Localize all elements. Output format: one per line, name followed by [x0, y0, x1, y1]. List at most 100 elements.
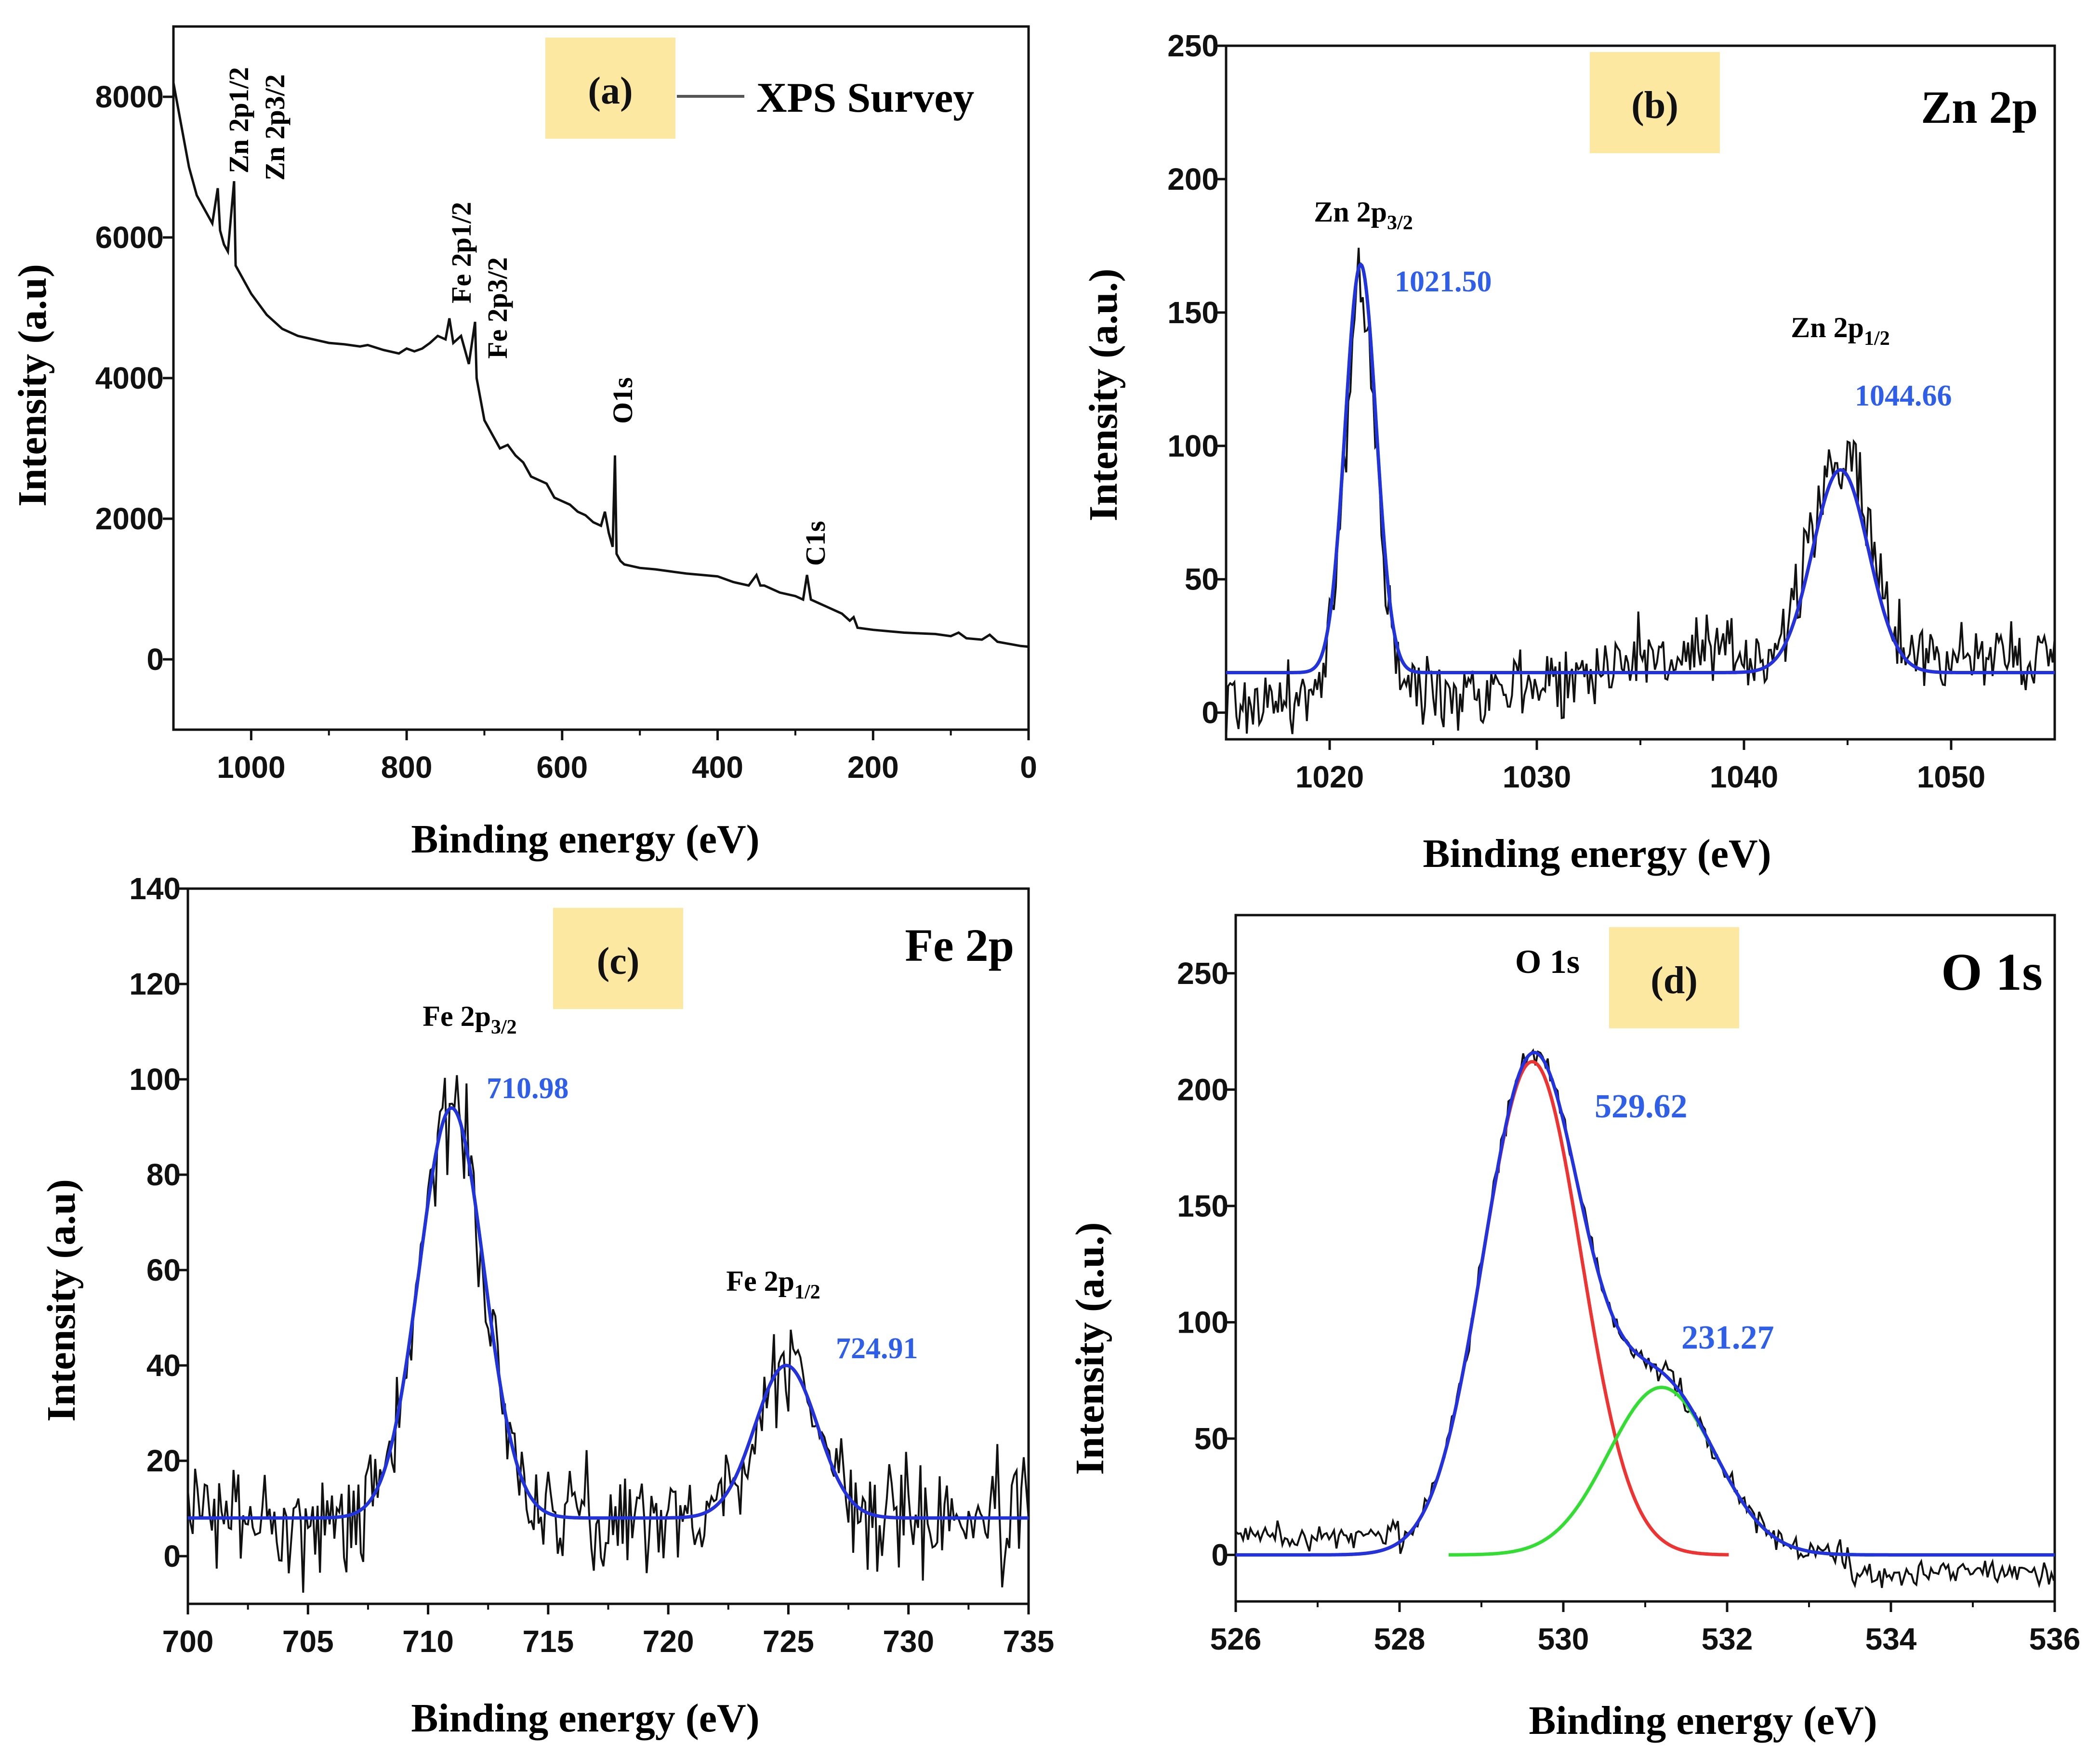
- panel-c-peak1-label-main: Fe 2p: [423, 1000, 491, 1032]
- xtick-label: 720: [643, 1624, 694, 1659]
- xtick-label: 730: [883, 1624, 934, 1659]
- panel-a-tag-box: [545, 38, 675, 139]
- panel-c-peak1-label-sub: 3/2: [491, 1016, 517, 1038]
- panel-d: (d) O 1s 526 528 530 532 534 536 0 50 100 150 200 2…: [1068, 914, 2080, 1743]
- panel-b-ylabel: Intensity (a.u.): [1081, 268, 1126, 521]
- annotation-zn-2p1-2: Zn 2p1/2: [223, 67, 254, 173]
- xtick-label: 700: [162, 1624, 214, 1659]
- panel-a-legend-label: XPS Survey: [756, 75, 974, 121]
- xtick-label: 725: [763, 1624, 814, 1659]
- panel-b-peak1-value: 1021.50: [1395, 265, 1492, 298]
- panel-b: (b) Zn 2p 1020 1030 1040 1050 0 50 100 150 200 25…: [1081, 28, 2056, 876]
- xtick-label: 710: [402, 1624, 454, 1659]
- fit-component-1: [1298, 262, 1422, 674]
- xtick-label: 400: [692, 750, 743, 785]
- panel-d-ticks: 526 528 530 532 534 536 0 50 100 150 200 250: [1177, 956, 2080, 1656]
- xtick-label: 715: [522, 1624, 574, 1659]
- annotation-fe-2p1-2: Fe 2p1/2: [446, 202, 477, 303]
- panel-d-peak-label: O 1s: [1515, 944, 1580, 981]
- panel-a-xlabel: Binding energy (eV): [411, 817, 759, 862]
- panel-b-ticks: 1020 1030 1040 1050 0 50 100 150 200 250: [1167, 28, 1985, 794]
- fit-envelope: [188, 1106, 1029, 1520]
- xtick-label: 1040: [1710, 760, 1778, 794]
- xtick-label: 800: [381, 750, 433, 785]
- xtick-label: 528: [1374, 1622, 1426, 1656]
- xtick-label: 536: [2029, 1622, 2081, 1656]
- xtick-label: 532: [1702, 1622, 1753, 1656]
- xtick-label: 200: [847, 750, 899, 785]
- xtick-label: 1050: [1917, 760, 1985, 794]
- ytick-label: 0: [1211, 1537, 1228, 1572]
- ytick-label: 140: [129, 871, 181, 906]
- ytick-label: 50: [1185, 562, 1219, 597]
- ytick-label: 0: [163, 1539, 181, 1573]
- panel-b-peak1-label-sub: 3/2: [1387, 212, 1413, 234]
- ytick-label: 0: [1202, 695, 1219, 730]
- ytick-label: 150: [1167, 295, 1219, 330]
- ytick-label: 250: [1177, 956, 1228, 991]
- panel-c-tag-box: [553, 908, 683, 1009]
- xtick-label: 534: [1865, 1622, 1917, 1656]
- panel-b-tag: (b): [1631, 84, 1678, 127]
- panel-c-peak2-value: 724.91: [836, 1332, 918, 1365]
- xtick-label: 1030: [1503, 760, 1571, 794]
- panel-d-tag-box: [1609, 927, 1739, 1028]
- ytick-label: 40: [146, 1348, 181, 1383]
- raw-data-line: [1225, 248, 2056, 740]
- xtick-label: 600: [536, 750, 588, 785]
- ytick-label: 250: [1167, 28, 1219, 63]
- panel-d-ylabel: Intensity (a.u.): [1068, 1222, 1112, 1475]
- ytick-label: 150: [1177, 1189, 1228, 1223]
- panel-d-xlabel: Binding energy (eV): [1529, 1698, 1877, 1743]
- ytick-label: 0: [146, 642, 164, 677]
- annotation-fe-2p3-2: Fe 2p3/2: [482, 257, 513, 359]
- fit-envelope: [1236, 1050, 2055, 1557]
- panel-c-curves: [187, 1075, 1030, 1593]
- xtick-label: 1000: [217, 750, 285, 785]
- ytick-label: 60: [146, 1253, 181, 1287]
- panel-c-peak2-label-main: Fe 2p: [726, 1265, 794, 1297]
- panel-a-tag: (a): [588, 70, 633, 112]
- panel-d-peak1-value: 529.62: [1595, 1088, 1688, 1125]
- panel-b-peak1-label-main: Zn 2p: [1314, 196, 1387, 228]
- xtick-label: 530: [1538, 1622, 1589, 1656]
- xtick-label: 1020: [1295, 760, 1364, 794]
- ytick-label: 200: [1167, 162, 1219, 197]
- fit-envelope: [1226, 262, 2055, 674]
- panel-a-ylabel: Intensity (a.u): [10, 264, 55, 507]
- annotation-o1s: O1s: [607, 377, 638, 424]
- ytick-label: 50: [1194, 1421, 1228, 1456]
- xtick-label: 526: [1210, 1622, 1262, 1656]
- panel-c-peak1-value: 710.98: [487, 1072, 569, 1105]
- annotation-zn-2p3-2: Zn 2p3/2: [259, 74, 291, 181]
- ytick-label: 80: [146, 1157, 181, 1192]
- panel-c-ylabel: Intensity (a.u): [39, 1179, 84, 1422]
- panel-c-title: Fe 2p: [905, 919, 1014, 971]
- fit-component-1: [1335, 1060, 1729, 1557]
- ytick-label: 20: [146, 1443, 181, 1478]
- panel-d-title: O 1s: [1941, 943, 2043, 1001]
- fit-component-2: [1449, 1386, 1875, 1557]
- ytick-label: 6000: [95, 220, 164, 255]
- fit-component-1: [322, 1106, 581, 1520]
- panel-b-tag-box: [1590, 52, 1720, 153]
- panel-c-ticks: 700 705 710 715 720 725 730 735 0 20 40 60 80 100 120 1…: [129, 871, 1054, 1659]
- panel-c-peak1-label: Fe 2p3/2: [423, 1000, 516, 1038]
- panel-b-peak2-label-main: Zn 2p: [1791, 312, 1864, 343]
- xtick-label: 0: [1020, 750, 1037, 785]
- panel-c-peak2-label: Fe 2p1/2: [726, 1265, 820, 1303]
- panel-d-curves: [1235, 1048, 2055, 1588]
- panel-a-survey-line: [172, 82, 1029, 648]
- ytick-label: 100: [1167, 429, 1219, 463]
- panel-b-xlabel: Binding energy (eV): [1423, 831, 1771, 876]
- raw-data-line: [1235, 1048, 2055, 1588]
- xtick-label: 705: [282, 1624, 334, 1659]
- panel-d-peak2-value: 231.27: [1681, 1319, 1774, 1356]
- panel-a: (a) XPS Survey 1000 800 600 400 200 002000400…: [10, 25, 1037, 862]
- ytick-label: 100: [129, 1062, 181, 1097]
- panel-c-peak2-label-sub: 1/2: [794, 1281, 820, 1303]
- panel-b-peak2-label-sub: 1/2: [1864, 328, 1890, 350]
- ytick-label: 100: [1177, 1305, 1228, 1339]
